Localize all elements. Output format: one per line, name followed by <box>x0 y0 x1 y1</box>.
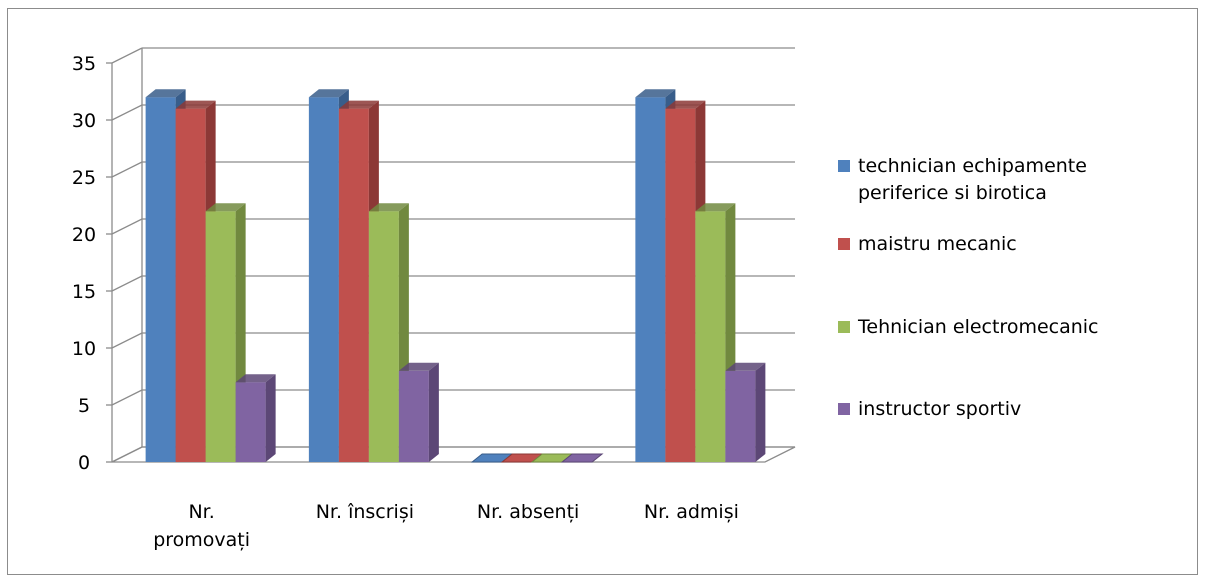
bar-front <box>368 211 399 462</box>
gridline-side <box>111 218 143 235</box>
gridline-side <box>111 47 143 64</box>
x-category-label: Nr. admiși <box>644 501 739 523</box>
bar-front <box>695 211 726 462</box>
legend-swatch <box>838 321 850 333</box>
bar-top <box>368 203 409 212</box>
bar-front <box>338 108 369 462</box>
bar-front <box>235 382 266 462</box>
bar-side <box>755 362 766 462</box>
bar-top <box>635 89 676 98</box>
x-category-label: promovați <box>153 529 250 551</box>
bar-top <box>398 362 439 371</box>
bar-side <box>265 374 276 462</box>
bar-top <box>145 89 186 98</box>
gridline-side <box>111 104 143 121</box>
bar-top <box>665 100 706 109</box>
bar-front <box>205 211 236 462</box>
bar-top <box>695 203 736 212</box>
legend-swatch <box>838 238 850 250</box>
bar-front <box>665 108 696 462</box>
y-tick-label: 5 <box>78 395 90 417</box>
gridline-side <box>111 275 143 292</box>
legend-swatch <box>838 403 850 415</box>
bar-front <box>398 370 429 462</box>
bar-top <box>725 362 766 371</box>
y-tick-label: 35 <box>72 53 96 75</box>
legend-label: maistru mecanic <box>858 233 1017 255</box>
gridline-side <box>111 332 143 349</box>
bar-top <box>308 89 349 98</box>
bar-front <box>308 97 339 462</box>
gridline-side <box>111 161 143 178</box>
x-category-label: Nr. absenți <box>477 501 579 523</box>
bar-front <box>175 108 206 462</box>
legend-label: periferice si birotica <box>858 182 1047 204</box>
y-tick-label: 10 <box>72 338 96 360</box>
legend-label: technician echipamente <box>858 155 1087 177</box>
bar-top <box>235 374 276 383</box>
legend-label: Tehnician electromecanic <box>857 316 1099 338</box>
x-category-label: Nr. <box>188 501 214 523</box>
bar-front <box>725 370 756 462</box>
y-tick-label: 20 <box>72 224 96 246</box>
y-tick-label: 25 <box>72 167 96 189</box>
bar-front <box>145 97 176 462</box>
legend-label: instructor sportiv <box>858 398 1021 420</box>
bar-top <box>175 100 216 109</box>
y-tick-label: 0 <box>78 452 90 474</box>
x-category-label: Nr. înscriși <box>316 501 414 523</box>
bar-top <box>205 203 246 212</box>
bar-front <box>635 97 666 462</box>
legend-swatch <box>838 160 850 172</box>
bar-side <box>428 362 439 462</box>
y-tick-label: 30 <box>72 110 96 132</box>
y-tick-label: 15 <box>72 281 96 303</box>
gridline-side <box>111 389 143 406</box>
bar-top <box>338 100 379 109</box>
bar-zero <box>560 453 604 463</box>
